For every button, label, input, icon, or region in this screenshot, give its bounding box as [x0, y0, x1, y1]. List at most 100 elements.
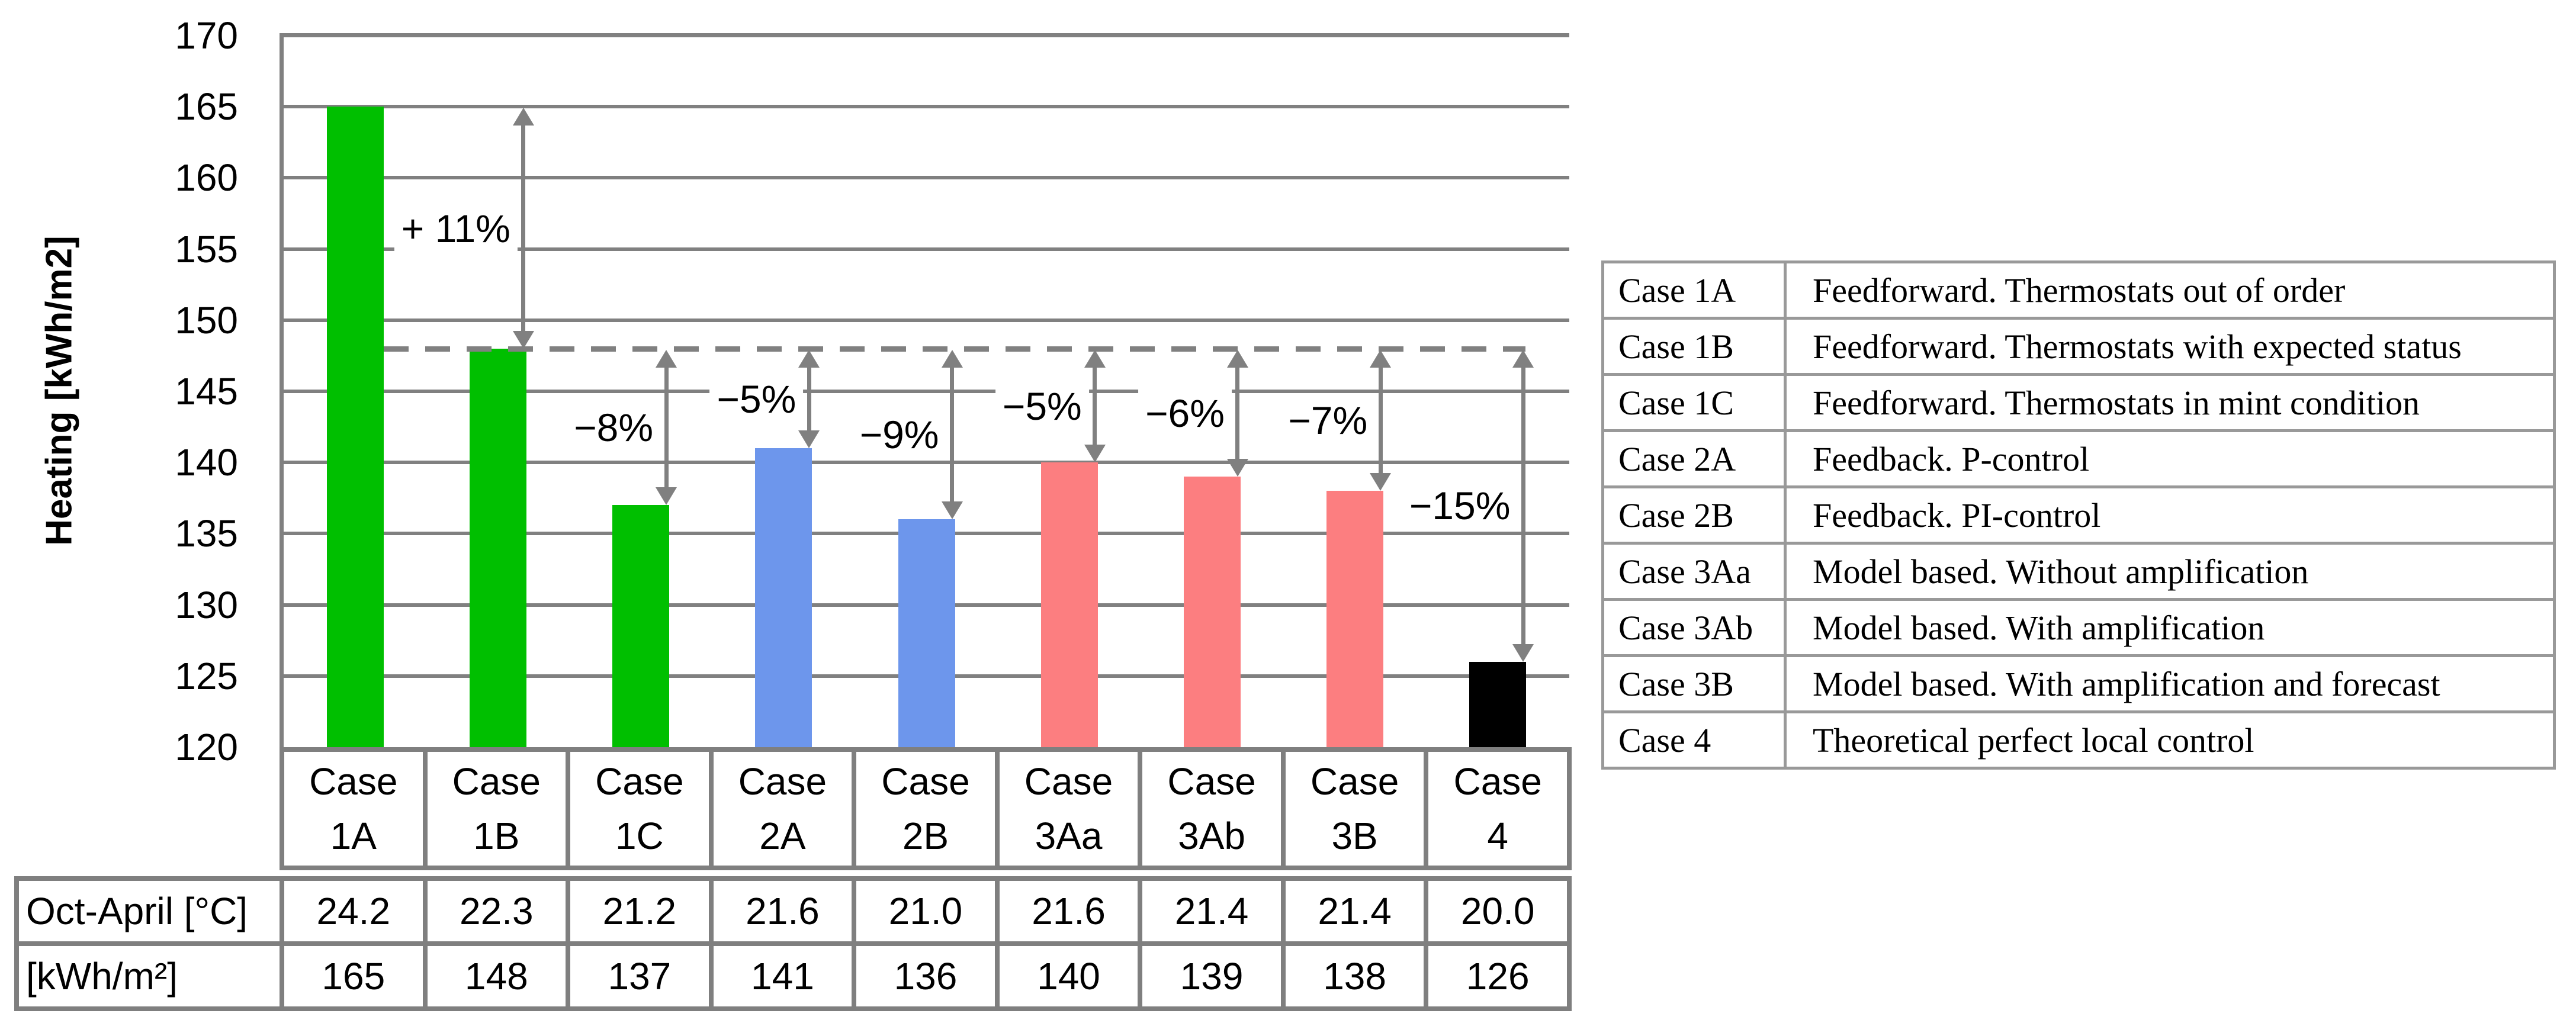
annotation-arrow: [664, 363, 669, 491]
data-cell: 165: [280, 941, 428, 1011]
legend-row: Case 2A Feedback. P-control: [1601, 429, 2556, 488]
y-tick-label-135: 135: [175, 512, 238, 555]
bar-case-1c: [612, 505, 670, 747]
case-legend-table: Case 1A Feedforward. Thermostats out of o…: [1601, 260, 2556, 770]
bar-case-2a: [755, 448, 812, 747]
legend-row: Case 1A Feedforward. Thermostats out of o…: [1601, 260, 2556, 320]
arrow-up-icon: [798, 349, 820, 368]
annotation-label: −6%: [1138, 388, 1232, 439]
data-cell: 148: [422, 941, 571, 1011]
x-axis-row: Case 1A Case 1B Case 1C Case 2A Case 2B Case 3Aa Cas…: [280, 747, 1572, 870]
data-cell: 21.6: [994, 876, 1143, 946]
legend-row: Case 3Ab Model based. With amplification: [1601, 598, 2556, 657]
baseline-dashed: [383, 346, 1526, 352]
annotation-arrow: [1093, 363, 1097, 449]
legend-row: Case 3B Model based. With amplification a…: [1601, 654, 2556, 713]
data-table-row: [kWh/m²] 165 148 137 141 136 140 139 138 126: [14, 941, 1572, 1011]
data-cell: 22.3: [422, 876, 571, 946]
bar-case-1a: [326, 107, 384, 747]
legend-description-cell: Feedforward. Thermostats out of order: [1784, 260, 2556, 320]
arrow-up-icon: [512, 108, 534, 126]
y-tick-label-125: 125: [175, 654, 238, 697]
x-axis-label-cell-3b: Case 3B: [1280, 747, 1429, 870]
arrow-down-icon: [1226, 459, 1248, 477]
legend-row: Case 4 Theoretical perfect local control: [1601, 710, 2556, 770]
bar-case-4: [1469, 661, 1527, 747]
data-cell: 21.4: [1280, 876, 1429, 946]
plot-inner: + 11% −8% −5% −9% −5% −6% −7% −15%: [284, 37, 1569, 747]
annotation-arrow: [950, 363, 954, 506]
legend-case-cell: Case 3Aa: [1601, 542, 1787, 601]
data-cell: 21.0: [852, 876, 1000, 946]
x-axis-label-cell-1a: Case 1A: [280, 747, 428, 870]
arrow-up-icon: [1084, 349, 1106, 368]
y-tick-label-155: 155: [175, 227, 238, 271]
data-cell: 139: [1138, 941, 1286, 1011]
annotation-label: −8%: [567, 403, 661, 453]
gridline-165: [284, 105, 1569, 109]
data-cell: 21.6: [708, 876, 857, 946]
x-axis-label-cell-3ab: Case 3Ab: [1138, 747, 1286, 870]
gridline-145: [284, 390, 1569, 393]
arrow-up-icon: [1370, 349, 1392, 368]
annotation-label: −9%: [852, 410, 946, 460]
x-axis-label-cell-2b: Case 2B: [852, 747, 1000, 870]
data-cell: 20.0: [1424, 876, 1572, 946]
arrow-down-icon: [512, 330, 534, 349]
legend-case-cell: Case 1A: [1601, 260, 1787, 320]
data-cell: 21.2: [566, 876, 714, 946]
legend-row: Case 1C Feedforward. Thermostats in mint …: [1601, 373, 2556, 432]
legend-row: Case 2B Feedback. PI-control: [1601, 485, 2556, 545]
legend-description-cell: Feedback. P-control: [1784, 429, 2556, 488]
arrow-down-icon: [798, 430, 820, 449]
legend-case-cell: Case 1B: [1601, 317, 1787, 376]
arrow-down-icon: [941, 501, 963, 520]
bar-case-3aa: [1040, 462, 1098, 747]
data-cell: 138: [1280, 941, 1429, 1011]
legend-case-cell: Case 2B: [1601, 485, 1787, 545]
legend-row: Case 1B Feedforward. Thermostats with exp…: [1601, 317, 2556, 376]
y-tick-label-120: 120: [175, 726, 238, 768]
legend-description-cell: Feedforward. Thermostats with expected s…: [1784, 317, 2556, 376]
arrow-up-icon: [1512, 349, 1534, 368]
data-cell: 136: [852, 941, 1000, 1011]
data-cell: 141: [708, 941, 857, 1011]
legend-case-cell: Case 1C: [1601, 373, 1787, 432]
bar-case-1b: [469, 348, 526, 747]
data-cell: 21.4: [1138, 876, 1286, 946]
legend-description-cell: Theoretical perfect local control: [1784, 710, 2556, 770]
arrow-up-icon: [656, 349, 677, 368]
legend-case-cell: Case 4: [1601, 710, 1787, 770]
legend-case-cell: Case 3B: [1601, 654, 1787, 713]
legend-description-cell: Feedback. PI-control: [1784, 485, 2556, 545]
chart-plot-area: + 11% −8% −5% −9% −5% −6% −7% −15%: [280, 33, 1569, 747]
data-row-header: [kWh/m²]: [14, 941, 284, 1011]
annotation-arrow: [521, 122, 526, 334]
legend-case-cell: Case 3Ab: [1601, 598, 1787, 657]
bar-case-3b: [1326, 491, 1384, 747]
data-cell: 137: [566, 941, 714, 1011]
legend-description-cell: Model based. With amplification and fore…: [1784, 654, 2556, 713]
data-row-header: Oct-April [°C]: [14, 876, 284, 946]
annotation-label: + 11%: [394, 203, 518, 253]
x-axis-label-cell-3aa: Case 3Aa: [994, 747, 1143, 870]
x-axis-label-cell-2a: Case 2A: [708, 747, 857, 870]
y-tick-label-165: 165: [175, 85, 238, 128]
annotation-arrow: [1235, 363, 1240, 463]
arrow-down-icon: [1512, 644, 1534, 662]
data-cell: 140: [994, 941, 1143, 1011]
arrow-down-icon: [656, 487, 677, 506]
bar-case-3ab: [1183, 477, 1241, 747]
bar-case-2b: [898, 519, 955, 747]
data-table-row: Oct-April [°C] 24.2 22.3 21.2 21.6 21.0 21.6 21…: [14, 876, 1572, 946]
x-axis-label-table: Case 1A Case 1B Case 1C Case 2A Case 2B Case 3Aa Cas…: [280, 747, 1572, 870]
legend-case-cell: Case 2A: [1601, 429, 1787, 488]
arrow-up-icon: [1226, 349, 1248, 368]
legend-description-cell: Model based. With amplification: [1784, 598, 2556, 657]
annotation-arrow: [807, 363, 811, 435]
legend-description-cell: Feedforward. Thermostats in mint conditi…: [1784, 373, 2556, 432]
gridline-155: [284, 247, 1569, 251]
gridline-150: [284, 318, 1569, 322]
y-tick-label-150: 150: [175, 298, 238, 342]
